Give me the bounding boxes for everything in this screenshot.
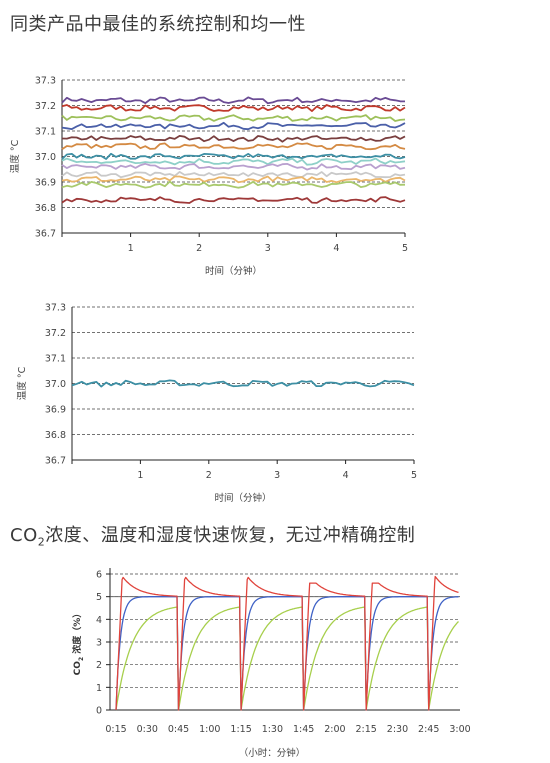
- series-line: [115, 606, 459, 711]
- y-tick-label: 36.7: [45, 456, 66, 467]
- y-axis-label: 温度 °C: [16, 366, 28, 400]
- heading-recovery-post: 浓度、温度和湿度快速恢复，无过冲精确控制: [45, 525, 416, 546]
- series-line: [61, 171, 406, 179]
- series-line: [61, 135, 406, 143]
- series-line: [61, 162, 406, 171]
- temperature-single-chart: 36.7 36.8 36.9 37.0 37.1 37.2 37.3 1 2 3 4 5 时间（分钟） 温…: [16, 303, 417, 505]
- x-tick-label: 3: [274, 470, 280, 481]
- y-axis-label: CO2 浓度（%）: [71, 609, 85, 676]
- x-tick-label: 3: [265, 243, 271, 254]
- y-tick-label: 6: [96, 570, 102, 581]
- y-tick-label: 37.0: [45, 379, 66, 390]
- co2-recovery-chart: 0 1 2 3 4 5 6 0:15 0:30 0:45 1:00 1:15 1:30 1:45 2:00 2…: [71, 568, 471, 759]
- y-tick-label: 36.9: [35, 178, 56, 189]
- x-tick-label: 2:30: [387, 724, 408, 735]
- x-tick-label: 0:15: [105, 724, 126, 735]
- x-tick-label: 0:30: [137, 724, 158, 735]
- y-tick-label: 37.3: [35, 76, 56, 87]
- x-tick-label: 4: [333, 243, 339, 254]
- y-tick-label: 36.9: [45, 405, 66, 416]
- series-line: [61, 114, 406, 122]
- y-tick-label: 37.2: [45, 328, 66, 339]
- x-tick-label: 1:00: [199, 724, 220, 735]
- x-axis-label: （小时：分钟）: [239, 747, 306, 759]
- y-tick-label: 0: [96, 706, 102, 717]
- x-tick-label: 5: [411, 470, 417, 481]
- x-tick-label: 1:45: [293, 724, 314, 735]
- y-tick-label: 1: [96, 683, 102, 694]
- y-tick-label: 36.7: [35, 229, 56, 240]
- y-tick-label: 5: [96, 592, 102, 603]
- x-tick-label: 1: [128, 243, 134, 254]
- series-line: [61, 196, 406, 204]
- series-line: [61, 180, 406, 189]
- y-tick-label: 36.8: [45, 430, 66, 441]
- heading-recovery-sub: 2: [37, 535, 46, 549]
- x-tick-label: 5: [402, 243, 408, 254]
- x-tick-label: 0:45: [168, 724, 189, 735]
- series-line: [61, 157, 406, 166]
- heading-recovery-pre: CO: [10, 525, 38, 546]
- x-axis-label: 时间（分钟）: [205, 265, 262, 277]
- y-tick-label: 37.2: [35, 101, 56, 112]
- heading-uniformity: 同类产品中最佳的系统控制和均一性: [10, 14, 306, 35]
- x-tick-label: 2: [206, 470, 212, 481]
- y-tick-label: 37.3: [45, 303, 66, 314]
- x-tick-label: 2:15: [356, 724, 377, 735]
- x-axis-label: 时间（分钟）: [214, 492, 271, 504]
- x-tick-label: 1:30: [262, 724, 283, 735]
- y-axis-label: 温度 °C: [9, 139, 21, 173]
- x-tick-label: 4: [343, 470, 349, 481]
- heading-recovery: CO2浓度、温度和湿度快速恢复，无过冲精确控制: [10, 521, 415, 549]
- x-tick-label: 1:15: [230, 724, 251, 735]
- y-tick-label: 37.0: [35, 152, 56, 163]
- temperature-multi-chart: 36.7 36.8 36.9 37.0 37.1 37.2 37.3 1 2 3 4 5 时间（分钟） 温…: [9, 76, 408, 278]
- series-line: [115, 575, 459, 711]
- y-tick-label: 37.1: [35, 127, 56, 138]
- x-tick-label: 2: [196, 243, 202, 254]
- series-line: [61, 175, 406, 184]
- y-tick-label: 4: [96, 615, 102, 626]
- series-line: [61, 121, 406, 131]
- y-tick-label: 2: [96, 660, 102, 671]
- x-tick-label: 2:45: [418, 724, 439, 735]
- x-tick-label: 3:00: [449, 724, 470, 735]
- y-tick-label: 36.8: [35, 203, 56, 214]
- series-line: [61, 142, 406, 151]
- series-line: [61, 152, 406, 160]
- series-line: [61, 96, 406, 105]
- x-tick-label: 1: [137, 470, 143, 481]
- y-tick-label: 3: [96, 638, 102, 649]
- series-line: [71, 379, 415, 388]
- x-tick-label: 2:00: [324, 724, 345, 735]
- series-line: [61, 104, 406, 112]
- y-tick-label: 37.1: [45, 354, 66, 365]
